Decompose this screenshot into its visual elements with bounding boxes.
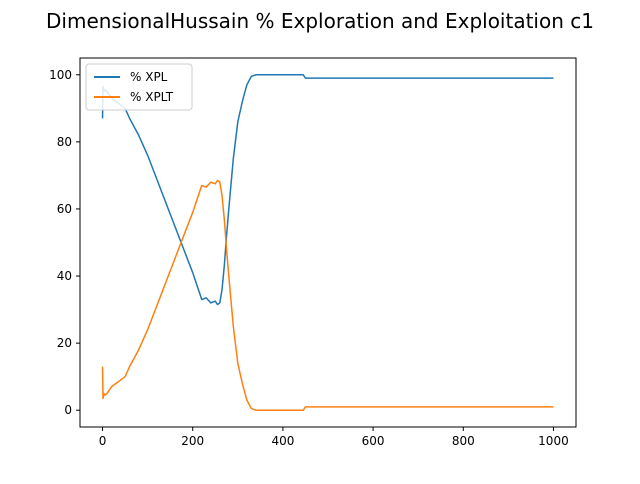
- y-tick-label: 60: [57, 202, 72, 216]
- x-tick-label: 400: [271, 434, 294, 448]
- y-tick-label: 0: [64, 403, 72, 417]
- axes-frame: [79, 57, 577, 428]
- y-tick-label: 20: [57, 336, 72, 350]
- x-tick-label: 200: [181, 434, 204, 448]
- chart-title: DimensionalHussain % Exploration and Exp…: [46, 9, 594, 33]
- y-tick-label: 100: [49, 68, 72, 82]
- plot-background: [80, 58, 576, 427]
- y-tick-label: 80: [57, 135, 72, 149]
- x-tick-label: 1000: [538, 434, 569, 448]
- legend-label-1: % XPL: [130, 70, 168, 84]
- x-tick-label: 800: [452, 434, 475, 448]
- x-tick-label: 600: [362, 434, 385, 448]
- axes-group: 0 200 400 600 800 1000 0 20 40 60 80 100: [49, 57, 577, 448]
- x-tick-label: 0: [99, 434, 107, 448]
- legend-label-2: % XPLT: [130, 90, 174, 104]
- plot-area: [80, 58, 576, 427]
- y-tick-label: 40: [57, 269, 72, 283]
- legend: % XPL % XPLT: [85, 63, 193, 111]
- legend-box: [85, 63, 193, 111]
- series-line-2: [101, 179, 554, 411]
